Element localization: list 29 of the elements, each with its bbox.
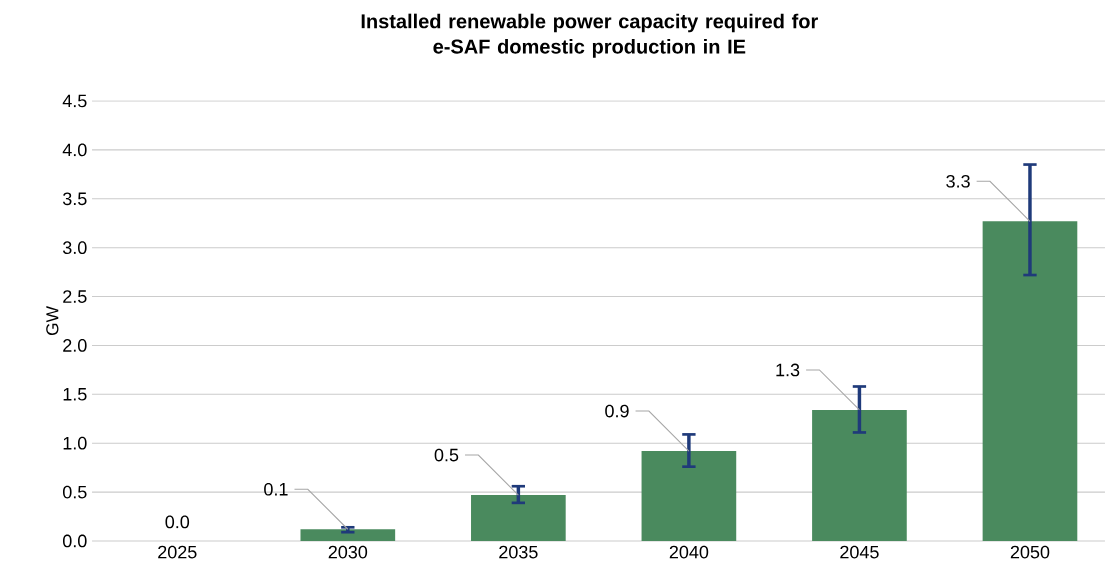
- y-tick-label: 4.0: [62, 143, 87, 157]
- data-label: 1.3: [776, 363, 800, 377]
- data-label: 0.0: [165, 515, 190, 529]
- bar: [641, 451, 737, 541]
- bar: [471, 495, 566, 541]
- x-tick-label: 2025: [158, 545, 197, 559]
- y-tick-label: 2.0: [63, 339, 87, 352]
- x-tick-label: 2030: [328, 545, 368, 559]
- y-tick-label: 2.5: [63, 290, 87, 303]
- y-tick-label: 4.5: [62, 94, 87, 108]
- x-tick-label: 2035: [499, 545, 538, 559]
- y-tick-label: 3.0: [62, 241, 87, 255]
- chart-title: Installed renewable power capacity required for e-SAF domestic production in IE: [361, 13, 818, 58]
- y-tick-label: 1.5: [63, 388, 87, 401]
- x-tick-label: 2045: [840, 545, 879, 559]
- bar: [812, 409, 907, 541]
- bar: [982, 221, 1078, 541]
- data-label: 0.5: [434, 448, 459, 462]
- x-tick-label: 2050: [1010, 545, 1050, 559]
- y-tick-label: 1.0: [63, 436, 87, 450]
- data-label: 0.9: [605, 404, 629, 418]
- y-tick-label: 0.5: [62, 485, 87, 499]
- data-label: 0.1: [264, 482, 288, 496]
- data-label: 3.3: [946, 174, 970, 188]
- y-axis-title: GW: [46, 306, 59, 336]
- y-tick-label: 0.0: [62, 534, 87, 548]
- y-tick-label: 3.5: [62, 192, 87, 206]
- x-tick-label: 2040: [669, 545, 709, 559]
- bar: [300, 529, 396, 541]
